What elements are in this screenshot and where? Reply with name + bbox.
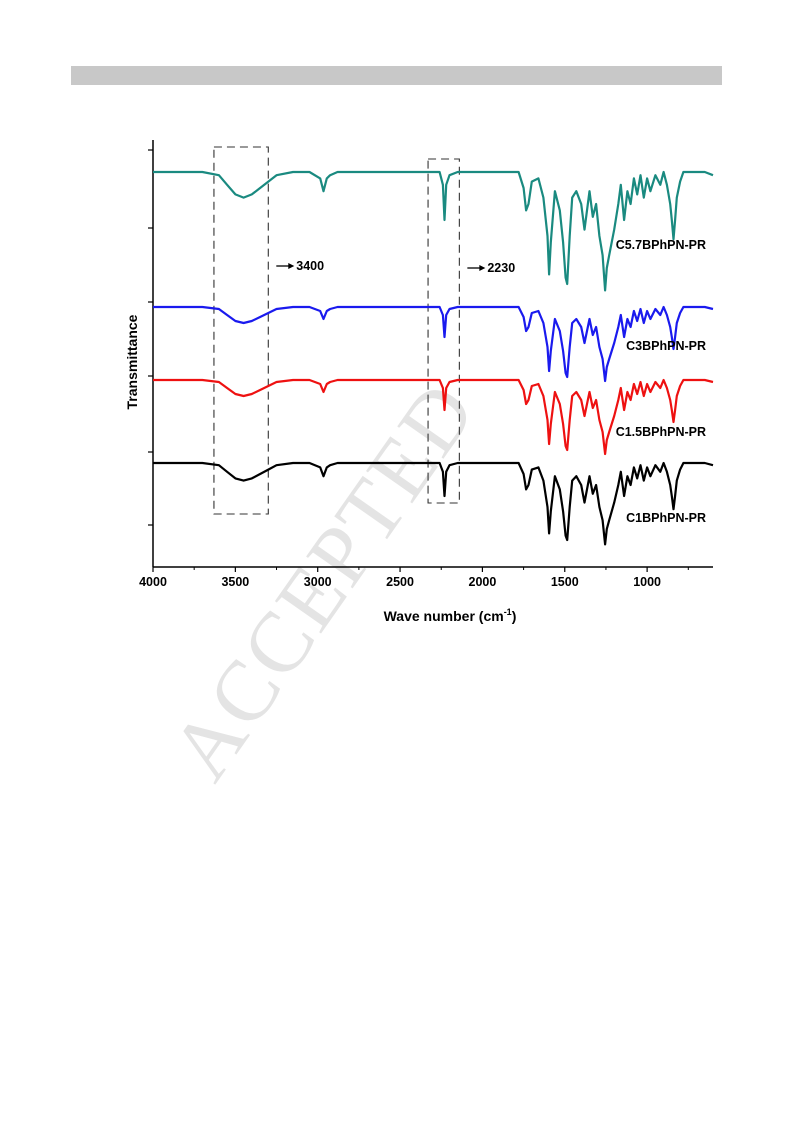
- annotation-box: [213, 146, 269, 515]
- x-tick-label: 4000: [139, 575, 167, 589]
- x-tick-label: 2000: [469, 575, 497, 589]
- x-tick-label: 1500: [551, 575, 579, 589]
- series-labels: C5.7BPhPN-PR C3BPhPN-PR C1.5BPhPN-PR C1BPhP…: [616, 238, 706, 525]
- x-tick-label: 3000: [304, 575, 332, 589]
- series-line: [153, 461, 714, 546]
- series-traces: [153, 170, 714, 546]
- annotation-label: 3400: [296, 259, 324, 273]
- series-line: [153, 378, 714, 456]
- series-label: C3BPhPN-PR: [626, 339, 706, 353]
- series-label: C1.5BPhPN-PR: [616, 425, 706, 439]
- x-axis-ticks: 4000 3500 3000 2500 2000 1500 1000: [139, 567, 689, 589]
- series-label: C5.7BPhPN-PR: [616, 238, 706, 252]
- x-axis-title: Wave number (cm-1): [384, 607, 517, 624]
- annotation-box: [427, 158, 460, 504]
- header-bar: [71, 66, 722, 85]
- annotation-label: 2230: [487, 261, 515, 275]
- annotation-boxes: 3400 2230: [213, 146, 515, 515]
- series-label: C1BPhPN-PR: [626, 511, 706, 525]
- x-tick-label: 3500: [221, 575, 249, 589]
- arrow-head-icon: [288, 263, 295, 269]
- plot-frame: [148, 140, 713, 568]
- series-line: [153, 170, 714, 292]
- y-axis-title: Transmittance: [124, 314, 140, 409]
- arrow-head-icon: [479, 265, 486, 271]
- x-tick-label: 1000: [633, 575, 661, 589]
- series-line: [153, 305, 714, 383]
- x-tick-label: 2500: [386, 575, 414, 589]
